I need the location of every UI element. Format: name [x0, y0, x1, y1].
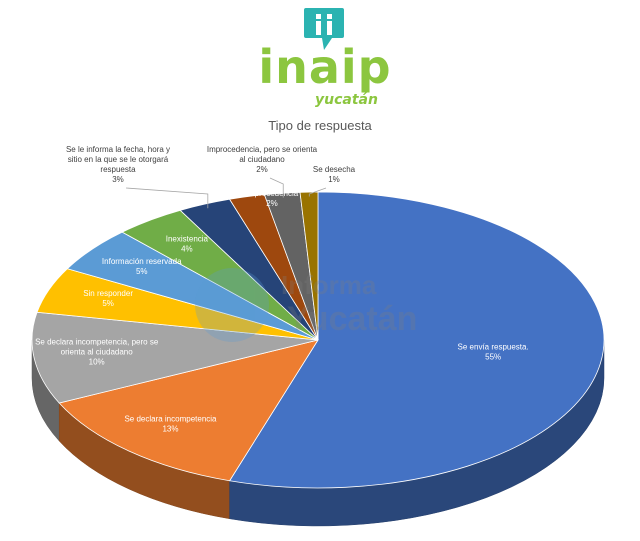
slice-label-1: Se envía respuesta. 55% — [458, 342, 529, 361]
slice-label-10: Se desecha 1% — [313, 165, 356, 184]
pie-slice-3 — [31, 311, 319, 404]
chart-title: Tipo de respuesta — [268, 118, 372, 133]
leader-line-7 — [125, 187, 209, 209]
pie-slice-10 — [299, 191, 319, 341]
slice-label-6: Inexistencia 4% — [166, 235, 209, 254]
pie-slice-2 — [58, 339, 319, 482]
leader-line-10 — [308, 187, 327, 197]
pie-slice-1 — [228, 191, 605, 489]
watermark-circle — [195, 268, 269, 342]
logo-wordmark: inaip — [258, 40, 392, 94]
slice-label-7: Se le informa la fecha, hora y sitio en l… — [66, 145, 170, 184]
slice-label-3: Se declara incompetencia, pero se orienta… — [35, 337, 159, 366]
slice-label-2: Se declara incompetencia 13% — [124, 415, 217, 434]
slice-label-9: Improcedencia, pero se orienta al ciudada… — [207, 145, 318, 174]
watermark: Informa Yucatán — [195, 262, 455, 352]
slice-label-4: Sin responder 5% — [83, 289, 133, 308]
slice-label-8: Improcedencia 2% — [246, 189, 299, 208]
leader-line-9 — [269, 177, 284, 198]
slice-label-5: Información reservada 5% — [102, 257, 182, 276]
logo-subtitle: yucatán — [315, 92, 378, 108]
inaip-logo: inaip yucatán — [255, 6, 395, 114]
watermark-line2: Yucatán — [287, 300, 418, 338]
watermark-line1: Informa — [281, 270, 377, 300]
chat-bubble-info-icon — [304, 8, 344, 50]
